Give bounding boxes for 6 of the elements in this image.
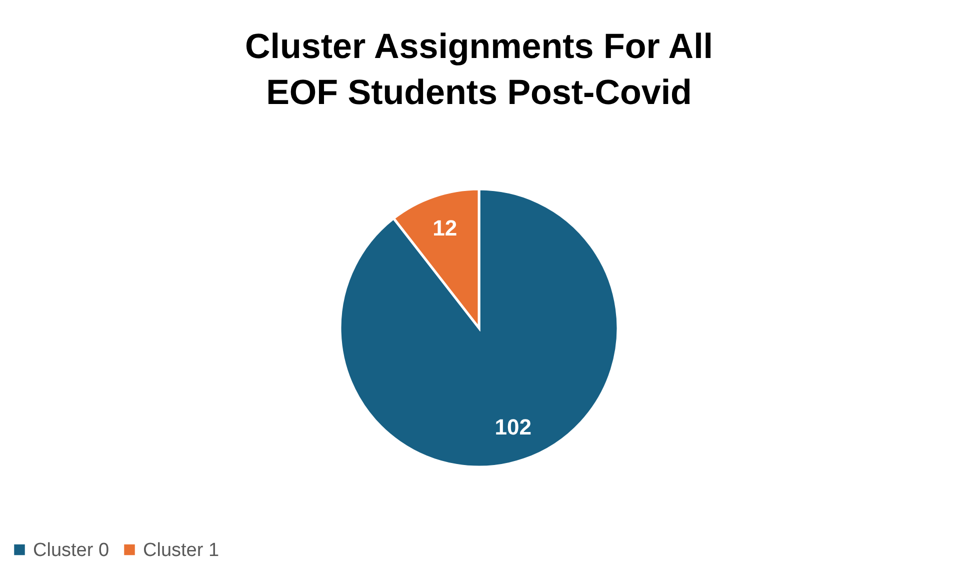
legend-label: Cluster 0 bbox=[33, 540, 110, 561]
pie-slice bbox=[338, 188, 620, 468]
data-label: 12 bbox=[432, 216, 458, 241]
data-label: 102 bbox=[494, 414, 532, 440]
chart-title: Cluster Assignments For All EOF Students Post-Covid bbox=[244, 27, 714, 112]
legend-label: Cluster 1 bbox=[143, 540, 220, 561]
